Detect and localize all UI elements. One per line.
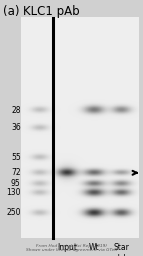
Text: 250: 250 (6, 208, 21, 218)
Text: 55: 55 (11, 153, 21, 162)
Text: (a): (a) (3, 5, 19, 18)
Text: Input: Input (57, 243, 77, 252)
Text: 28: 28 (11, 105, 21, 115)
Text: 130: 130 (6, 188, 21, 197)
Text: Star
del.: Star del. (114, 243, 130, 256)
FancyBboxPatch shape (21, 18, 139, 238)
Text: 95: 95 (11, 179, 21, 188)
Text: 72: 72 (11, 168, 21, 177)
Text: From Hod I. et al. Sci Rep (2019)
Shown under license agreement via GTeX: From Hod I. et al. Sci Rep (2019) Shown … (26, 243, 117, 252)
Text: Wt: Wt (89, 243, 100, 252)
Text: KLC1 pAb: KLC1 pAb (23, 5, 80, 18)
Text: 36: 36 (11, 123, 21, 133)
